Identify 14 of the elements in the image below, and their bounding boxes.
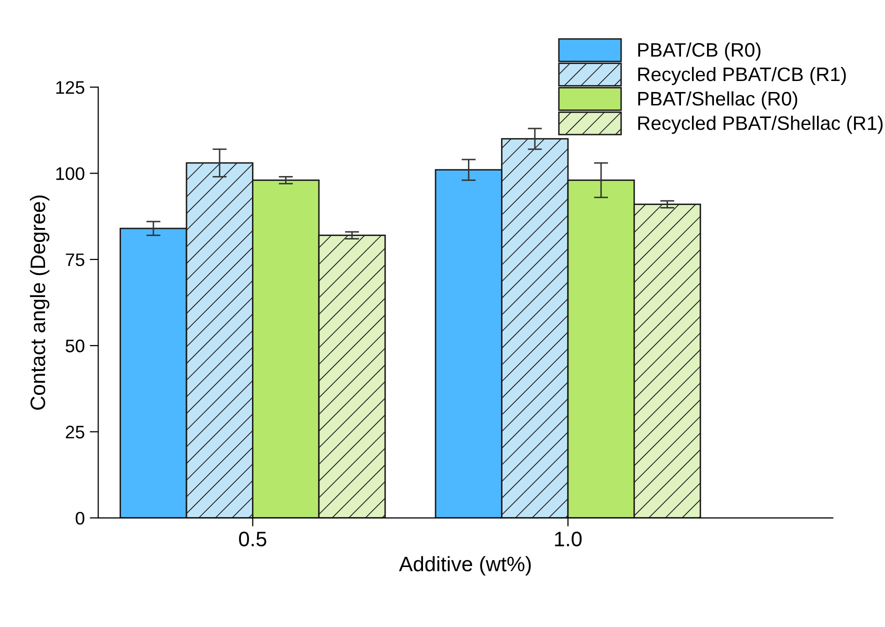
y-tick-label: 50 <box>66 340 84 352</box>
y-tick-label: 75 <box>66 254 84 266</box>
x-tick-label: 0.5 <box>239 532 266 546</box>
legend-label: PBAT/Shellac (R0) <box>638 91 798 110</box>
y-tick-label: 100 <box>56 167 84 180</box>
legend-label: Recycled PBAT/Shellac (R1) <box>638 116 883 134</box>
x-tick-label: 1.0 <box>555 532 582 546</box>
legend-label: Recycled PBAT/CB (R1) <box>638 66 846 86</box>
y-tick-label: 0 <box>76 512 84 525</box>
y-tick-label: 125 <box>56 81 84 94</box>
x-axis-title: Additive (wt%) <box>398 556 531 576</box>
legend-label: PBAT/CB (R0) <box>638 42 760 61</box>
y-axis-title: Contact angle (Degree) <box>30 196 50 410</box>
y-tick-label: 25 <box>66 426 84 438</box>
